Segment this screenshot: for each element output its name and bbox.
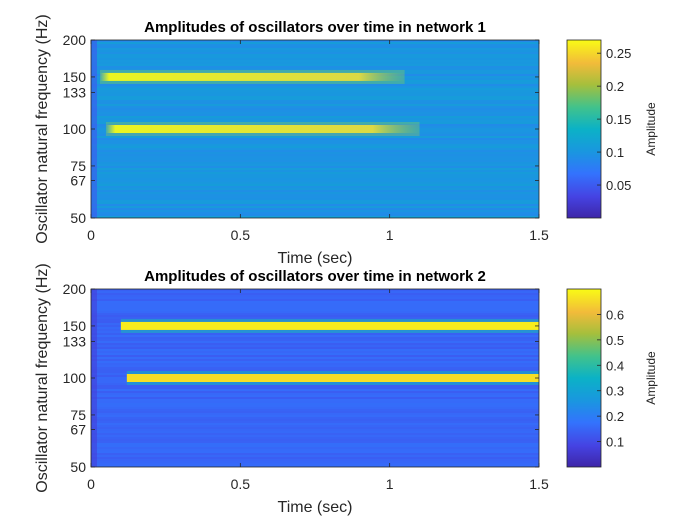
chart-title: Amplitudes of oscillators over time in n…	[144, 19, 486, 36]
y-tick-label: 50	[70, 459, 86, 475]
y-tick-label: 133	[63, 84, 87, 100]
y-tick-label: 200	[63, 281, 87, 297]
colorbar-border	[566, 288, 602, 468]
colorbar-tick-label: 0.2	[606, 79, 624, 94]
y-axis-label: Oscillator natural frequency (Hz)	[34, 14, 51, 243]
y-tick-label: 150	[63, 318, 87, 334]
colorbar	[567, 40, 601, 218]
y-tick-label: 75	[70, 407, 86, 423]
x-tick-label: 1.5	[529, 227, 549, 243]
colorbar-tick-label: 0.4	[606, 358, 624, 373]
x-axis-label: Time (sec)	[278, 250, 353, 267]
x-tick-label: 0	[87, 227, 95, 243]
colorbar-tick-label: 0.6	[606, 307, 624, 322]
colorbar-border	[566, 39, 602, 219]
x-tick-label: 1	[386, 476, 394, 492]
y-tick-label: 50	[70, 210, 86, 226]
colorbar-tick-label: 0.5	[606, 333, 624, 348]
x-tick-label: 1.5	[529, 476, 549, 492]
band-150hz	[120, 321, 539, 330]
band-150hz	[99, 72, 405, 81]
band-100hz	[105, 125, 420, 133]
colorbar-tick-label: 0.1	[606, 435, 624, 450]
colorbar-tick-label: 0.15	[606, 112, 631, 127]
colorbar-label: Amplitude	[644, 102, 658, 156]
colorbar-tick-label: 0.2	[606, 409, 624, 424]
x-tick-label: 1	[386, 227, 394, 243]
colorbar-tick-label: 0.05	[606, 178, 631, 193]
colorbar-tick-label: 0.25	[606, 46, 631, 61]
x-axis-label: Time (sec)	[278, 499, 353, 516]
x-tick-label: 0.5	[231, 476, 251, 492]
y-axis-label: Oscillator natural frequency (Hz)	[34, 263, 51, 492]
colorbar-tick-label: 0.1	[606, 145, 624, 160]
y-tick-label: 100	[63, 370, 87, 386]
chart-title: Amplitudes of oscillators over time in n…	[144, 268, 486, 285]
y-tick-label: 133	[63, 333, 87, 349]
y-tick-label: 100	[63, 121, 87, 137]
y-tick-label: 67	[70, 172, 86, 188]
colorbar-tick-label: 0.3	[606, 384, 624, 399]
colorbar	[567, 289, 601, 467]
y-tick-label: 200	[63, 32, 87, 48]
x-tick-label: 0	[87, 476, 95, 492]
colorbar-label: Amplitude	[644, 351, 658, 405]
band-100hz	[126, 374, 539, 382]
y-tick-label: 150	[63, 69, 87, 85]
x-tick-label: 0.5	[231, 227, 251, 243]
y-tick-label: 75	[70, 158, 86, 174]
y-tick-label: 67	[70, 421, 86, 437]
